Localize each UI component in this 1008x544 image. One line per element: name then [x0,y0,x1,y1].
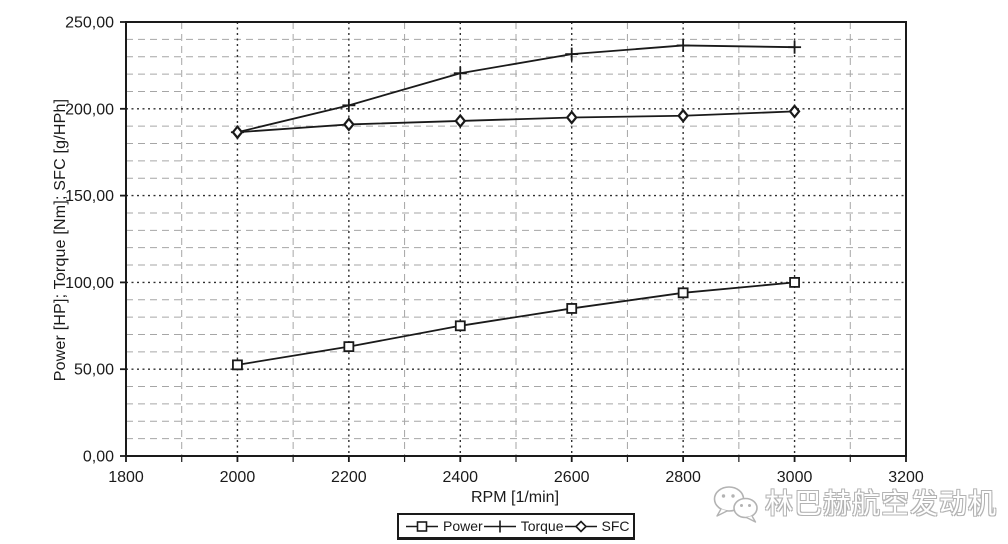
power-data-point [232,359,243,371]
watermark-text: 林巴赫航空发动机 [765,488,998,519]
y-tick-label: 200,00 [65,101,114,118]
grid-minor [126,22,906,456]
sfc-data-point [231,124,244,140]
power-data-point [454,320,466,332]
y-axis-title: Power [HP]; Torque [Nm]; SFC [g/HPh] [52,98,69,382]
y-tick-label: 150,00 [65,188,114,205]
series-torque [230,38,802,139]
power-data-point [789,276,800,288]
legend-item-sfc: SFC [564,518,630,534]
axis-tick-labels: 1800 2000 2200 2400 2600 2800 3000 3200 0,00 50,0… [65,15,924,487]
sfc-data-point [342,117,355,132]
sfc-data-point [677,108,690,123]
x-tick-label: 1800 [108,469,144,486]
power-data-point [677,287,689,299]
y-tick-label: 250,00 [65,15,114,32]
y-tick-label: 50,00 [74,362,114,379]
series-power [232,276,800,371]
legend: Power Torque SFC [397,513,635,540]
legend-label-sfc: SFC [601,518,630,534]
legend-label-torque: Torque [520,518,564,534]
y-tick-label: 100,00 [65,275,114,292]
x-tick-label: 3000 [777,469,813,486]
x-tick-label: 3200 [888,469,924,486]
power-data-point [566,303,578,314]
sfc-data-point [454,113,467,129]
x-tick-label: 2400 [442,469,478,486]
watermark: 林巴赫航空发动机 [712,484,997,524]
x-tick-label: 2600 [554,469,590,486]
legend-item-torque: Torque [483,518,564,534]
x-tick-label: 2800 [665,469,701,486]
x-tick-label: 2000 [220,469,256,486]
power-data-point [343,341,355,353]
series-sfc [231,104,801,140]
sfc-data-point [565,110,578,125]
power-marker-icon [406,520,438,532]
torque-marker-icon [483,520,516,532]
sfc-marker-icon [564,519,597,533]
sfc-data-point [788,104,801,119]
axis-ticks [120,21,907,462]
y-tick-label: 0,00 [83,449,114,466]
x-tick-label: 2200 [331,469,367,486]
grid-major [126,22,906,456]
wechat-icon [713,486,758,523]
legend-label-power: Power [443,518,483,534]
x-axis-title: RPM [1/min] [470,489,560,506]
legend-item-power: Power [405,518,483,534]
